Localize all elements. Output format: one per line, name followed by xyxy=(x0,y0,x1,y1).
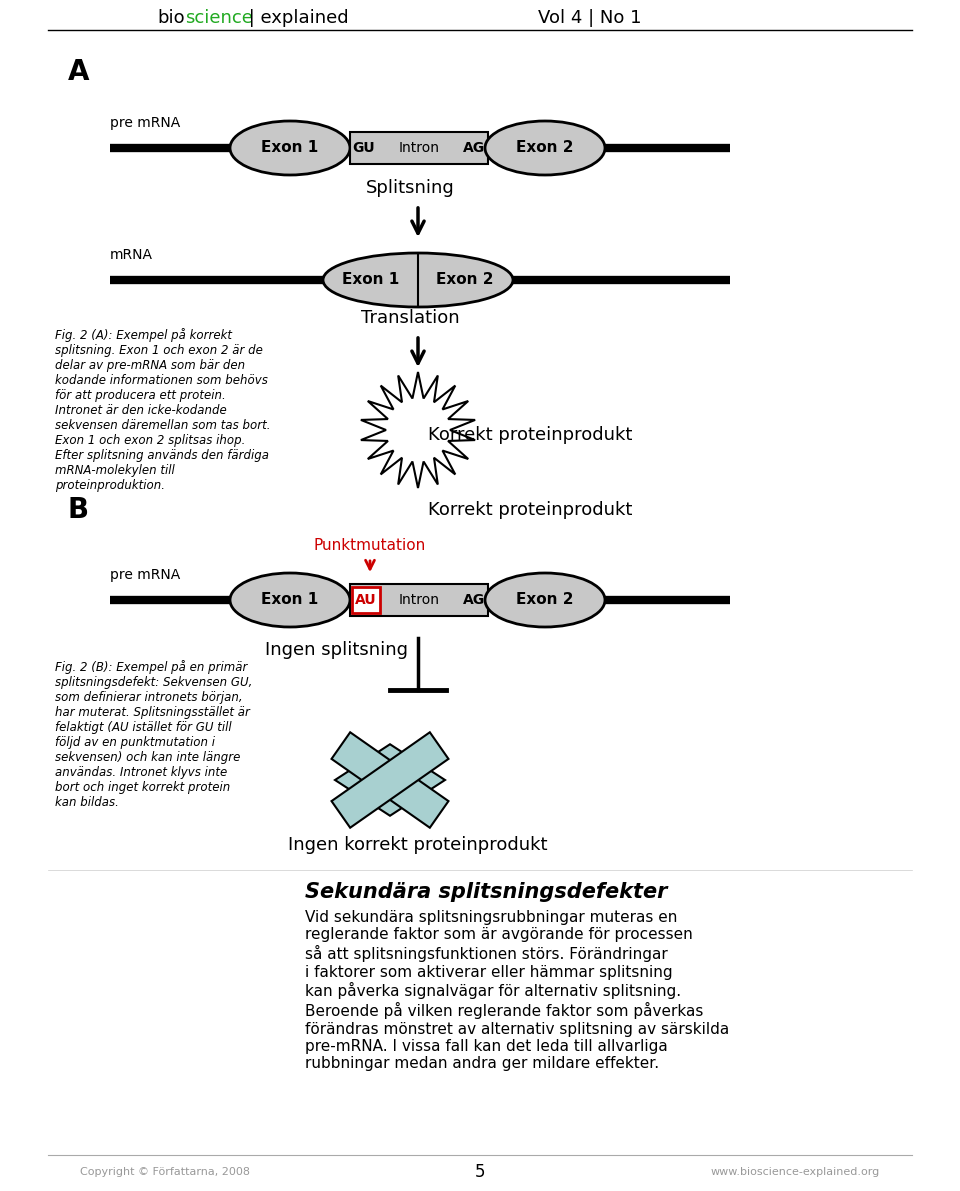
Text: www.bioscience-explained.org: www.bioscience-explained.org xyxy=(710,1167,880,1177)
Text: mRNA: mRNA xyxy=(110,248,153,262)
Ellipse shape xyxy=(323,252,513,307)
Text: B: B xyxy=(68,495,89,524)
Text: Vid sekundära splitsningsrubbningar muteras en
reglerande faktor som är avgörand: Vid sekundära splitsningsrubbningar mute… xyxy=(305,910,730,1072)
Text: Punktmutation: Punktmutation xyxy=(314,537,426,553)
Text: Intron: Intron xyxy=(398,593,440,607)
Polygon shape xyxy=(335,744,445,816)
Text: Exon 2: Exon 2 xyxy=(436,273,493,287)
Text: Exon 1: Exon 1 xyxy=(261,592,319,607)
Text: Sekundära splitsningsdefekter: Sekundära splitsningsdefekter xyxy=(305,883,667,902)
Text: Korrekt proteinprodukt: Korrekt proteinprodukt xyxy=(428,426,633,444)
Text: Ingen korrekt proteinprodukt: Ingen korrekt proteinprodukt xyxy=(288,836,548,854)
Text: AG: AG xyxy=(463,593,485,607)
Text: | explained: | explained xyxy=(243,10,348,27)
FancyBboxPatch shape xyxy=(352,587,380,613)
Text: 5: 5 xyxy=(475,1162,485,1181)
Text: Ingen splitsning: Ingen splitsning xyxy=(265,641,408,659)
Ellipse shape xyxy=(230,573,350,626)
Text: Exon 2: Exon 2 xyxy=(516,141,574,156)
FancyBboxPatch shape xyxy=(350,584,488,616)
Text: Fig. 2 (B): Exempel på en primär
splitsningsdefekt: Sekvensen GU,
som definierar: Fig. 2 (B): Exempel på en primär splitsn… xyxy=(55,660,252,809)
Polygon shape xyxy=(361,372,475,488)
Text: pre mRNA: pre mRNA xyxy=(110,568,180,582)
Text: GU: GU xyxy=(352,141,375,155)
Text: science: science xyxy=(185,10,252,27)
Text: AG: AG xyxy=(463,141,485,155)
Text: AU: AU xyxy=(355,593,377,607)
Text: Exon 1: Exon 1 xyxy=(261,141,319,156)
Ellipse shape xyxy=(485,573,605,626)
Polygon shape xyxy=(331,732,448,828)
FancyBboxPatch shape xyxy=(350,132,488,164)
Ellipse shape xyxy=(230,121,350,175)
Text: Exon 1: Exon 1 xyxy=(343,273,399,287)
Ellipse shape xyxy=(485,121,605,175)
Text: Translation: Translation xyxy=(361,308,459,328)
Text: Vol 4 | No 1: Vol 4 | No 1 xyxy=(539,10,641,27)
Text: Copyright © Författarna, 2008: Copyright © Författarna, 2008 xyxy=(80,1167,250,1177)
Text: Korrekt proteinprodukt: Korrekt proteinprodukt xyxy=(428,501,633,519)
Text: Fig. 2 (A): Exempel på korrekt
splitsning. Exon 1 och exon 2 är de
delar av pre-: Fig. 2 (A): Exempel på korrekt splitsnin… xyxy=(55,328,271,492)
Text: A: A xyxy=(68,58,89,86)
Polygon shape xyxy=(331,732,448,828)
Text: Splitsning: Splitsning xyxy=(366,179,454,197)
Text: Exon 2: Exon 2 xyxy=(516,592,574,607)
Text: pre mRNA: pre mRNA xyxy=(110,116,180,130)
Text: Intron: Intron xyxy=(398,141,440,155)
Text: bio: bio xyxy=(157,10,185,27)
